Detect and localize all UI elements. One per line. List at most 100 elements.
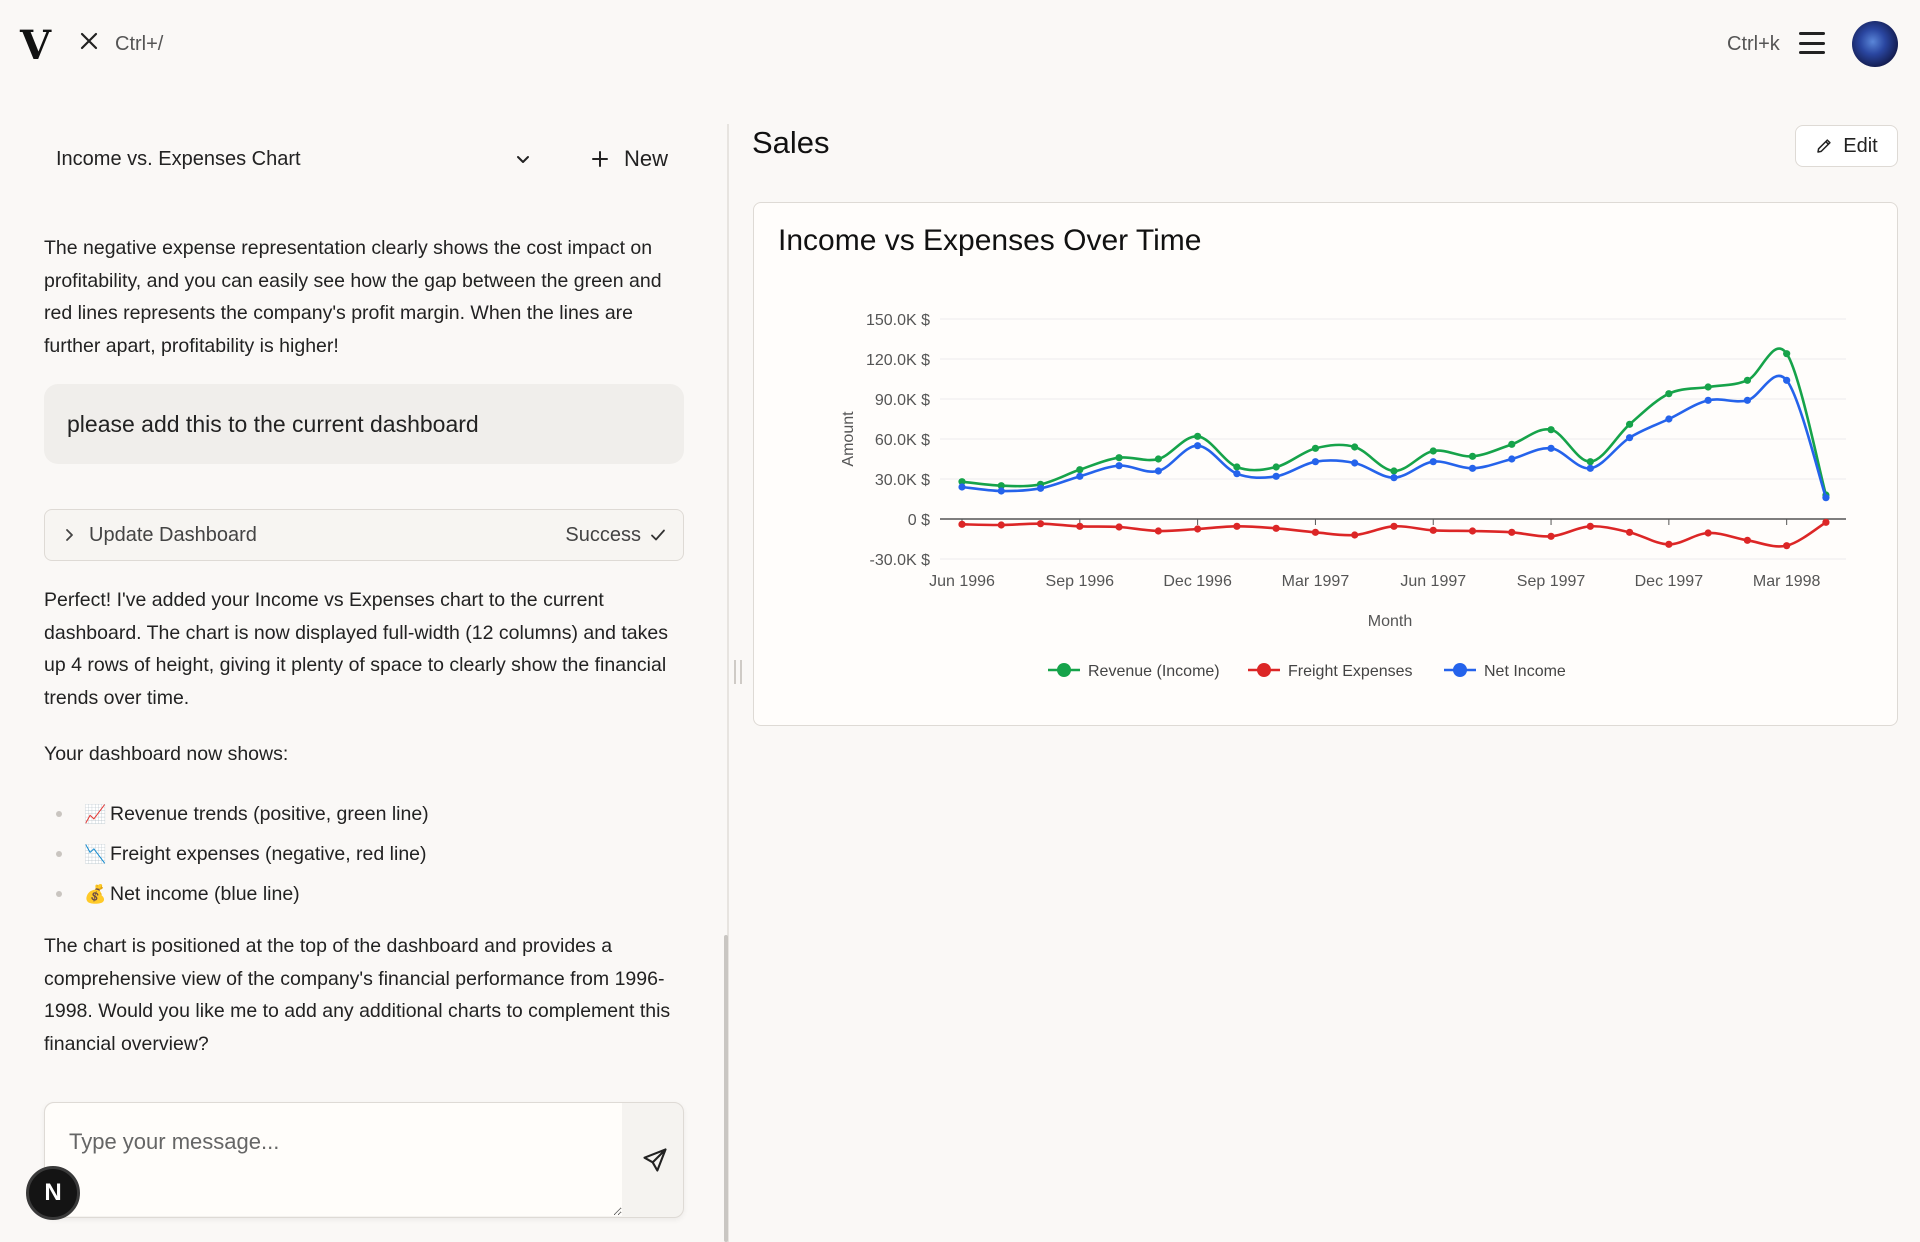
- freight-expenses-point: [1390, 522, 1398, 530]
- x-tick-label: Jun 1996: [929, 573, 995, 590]
- legend-label: Revenue (Income): [1088, 663, 1220, 680]
- tool-call-update-dashboard[interactable]: Update Dashboard Success: [44, 509, 684, 561]
- revenue-income-point: [1076, 466, 1084, 474]
- revenue-income-point: [1390, 467, 1398, 475]
- y-tick-label: 120.0K $: [866, 352, 930, 369]
- freight-expenses-point: [1351, 531, 1359, 539]
- x-axis-label: Month: [1368, 613, 1412, 630]
- legend-label: Freight Expenses: [1288, 663, 1413, 680]
- chat-selector[interactable]: Income vs. Expenses Chart: [56, 148, 301, 170]
- chart-decreasing-icon: 📉: [84, 843, 107, 865]
- net-income-point: [1115, 462, 1123, 470]
- y-axis-label: Amount: [840, 411, 857, 467]
- user-message: please add this to the current dashboard: [44, 384, 684, 464]
- message-input[interactable]: [45, 1103, 622, 1216]
- freight-expenses-point: [1194, 525, 1202, 533]
- net-income-point: [958, 483, 966, 491]
- net-income-line: [961, 374, 1828, 499]
- x-tick-label: Mar 1998: [1753, 573, 1821, 590]
- net-income-point: [1351, 459, 1359, 467]
- freight-expenses-point: [1115, 523, 1123, 531]
- assistant-message-closing: The chart is positioned at the top of th…: [44, 935, 671, 1055]
- net-income-point: [1429, 458, 1437, 466]
- revenue-income-point: [1625, 420, 1634, 428]
- revenue-income-point: [1508, 440, 1516, 448]
- dev-tools-badge[interactable]: N: [26, 1166, 80, 1220]
- net-income-point: [1783, 376, 1791, 384]
- net-income-point: [1154, 467, 1162, 475]
- x-tick-label: Sep 1996: [1046, 573, 1115, 590]
- list-item: 📈 Revenue trends (positive, green line): [56, 794, 429, 834]
- freight-expenses-point: [997, 521, 1005, 529]
- y-tick-label: 90.0K $: [875, 392, 930, 409]
- close-icon[interactable]: [76, 28, 102, 54]
- x-tick-label: Mar 1997: [1282, 573, 1350, 590]
- list-item-text: Revenue trends (positive, green line): [110, 802, 429, 825]
- revenue-income-point: [1351, 443, 1359, 451]
- new-chat-button[interactable]: New: [590, 146, 668, 172]
- revenue-income-point: [1154, 455, 1162, 463]
- freight-expenses-point: [1429, 526, 1437, 534]
- y-tick-label: 150.0K $: [866, 312, 930, 329]
- chart-card: Income vs Expenses Over Time 150.0K $ 120…: [753, 202, 1898, 726]
- list-item: 💰 Net income (blue line): [56, 874, 429, 914]
- top-bar: V Ctrl+/ Ctrl+k: [0, 0, 1920, 88]
- y-tick-label: 0 $: [908, 512, 930, 529]
- freight-expenses-point: [1036, 520, 1045, 528]
- revenue-income-point: [1547, 426, 1555, 434]
- y-tick-label: -30.0K $: [870, 552, 931, 569]
- freight-expenses-point: [1233, 522, 1241, 530]
- x-tick-label: Dec 1996: [1163, 573, 1232, 590]
- freight-expenses-point: [1547, 532, 1555, 540]
- freight-expenses-point: [1311, 528, 1320, 536]
- sidebar-shortcut-hint: Ctrl+/: [115, 33, 164, 55]
- revenue-income-point: [997, 482, 1005, 490]
- net-income-point: [1586, 464, 1594, 472]
- net-income-point: [1665, 415, 1673, 423]
- revenue-income-point: [1783, 350, 1791, 358]
- freight-expenses-point: [1586, 522, 1594, 530]
- edit-label: Edit: [1843, 134, 1878, 157]
- revenue-income-point: [1704, 383, 1712, 391]
- income-expenses-chart: 150.0K $ 120.0K $ 90.0K $ 60.0K $ 30.0K $ 0 $…: [840, 312, 1846, 680]
- legend-label: Net Income: [1484, 663, 1566, 680]
- chat-scrollbar[interactable]: [724, 935, 728, 1242]
- net-income-point: [1743, 396, 1751, 404]
- chart-increasing-icon: 📈: [84, 803, 107, 825]
- revenue-income-point: [1233, 463, 1241, 471]
- freight-expenses-legend-marker: [1257, 663, 1271, 677]
- net-income-point: [1036, 484, 1045, 492]
- edit-button[interactable]: Edit: [1795, 125, 1898, 167]
- plus-icon: [592, 151, 608, 167]
- hamburger-menu-icon[interactable]: [1797, 30, 1827, 56]
- x-tick-label: Dec 1997: [1635, 573, 1704, 590]
- revenue-income-point: [1468, 452, 1477, 460]
- pencil-icon: [1817, 139, 1831, 153]
- dashboard-bullet-list: 📈 Revenue trends (positive, green line) 📉…: [56, 794, 429, 914]
- freight-expenses-point: [1704, 529, 1712, 537]
- x-tick-label: Jun 1997: [1400, 573, 1466, 590]
- freight-expenses-point: [1783, 542, 1791, 550]
- net-income-point: [1233, 470, 1241, 478]
- app-logo[interactable]: V: [20, 22, 51, 69]
- user-message-text: please add this to the current dashboard: [67, 410, 479, 437]
- send-icon[interactable]: [641, 1146, 669, 1174]
- assistant-message-reply: Perfect! I've added your Income vs Expen…: [44, 589, 668, 709]
- freight-expenses-point: [1272, 524, 1280, 532]
- chevron-down-icon[interactable]: [513, 150, 533, 170]
- chart-title: Income vs Expenses Over Time: [778, 224, 1202, 257]
- list-item-text: Freight expenses (negative, red line): [110, 842, 427, 865]
- new-chat-label: New: [624, 146, 669, 171]
- freight-expenses-point: [1468, 527, 1477, 535]
- chevron-right-icon: [66, 529, 73, 541]
- assistant-list-intro: Your dashboard now shows:: [44, 743, 289, 765]
- panel-divider: [727, 124, 729, 1242]
- panel-resize-handle[interactable]: [734, 660, 742, 684]
- freight-expenses-point: [958, 520, 966, 528]
- net-income-point: [1508, 455, 1516, 463]
- user-avatar[interactable]: [1852, 21, 1898, 67]
- y-tick-label: 60.0K $: [875, 432, 930, 449]
- freight-expenses-point: [1625, 528, 1634, 536]
- command-shortcut-hint: Ctrl+k: [1727, 33, 1780, 55]
- money-bag-icon: 💰: [84, 883, 107, 905]
